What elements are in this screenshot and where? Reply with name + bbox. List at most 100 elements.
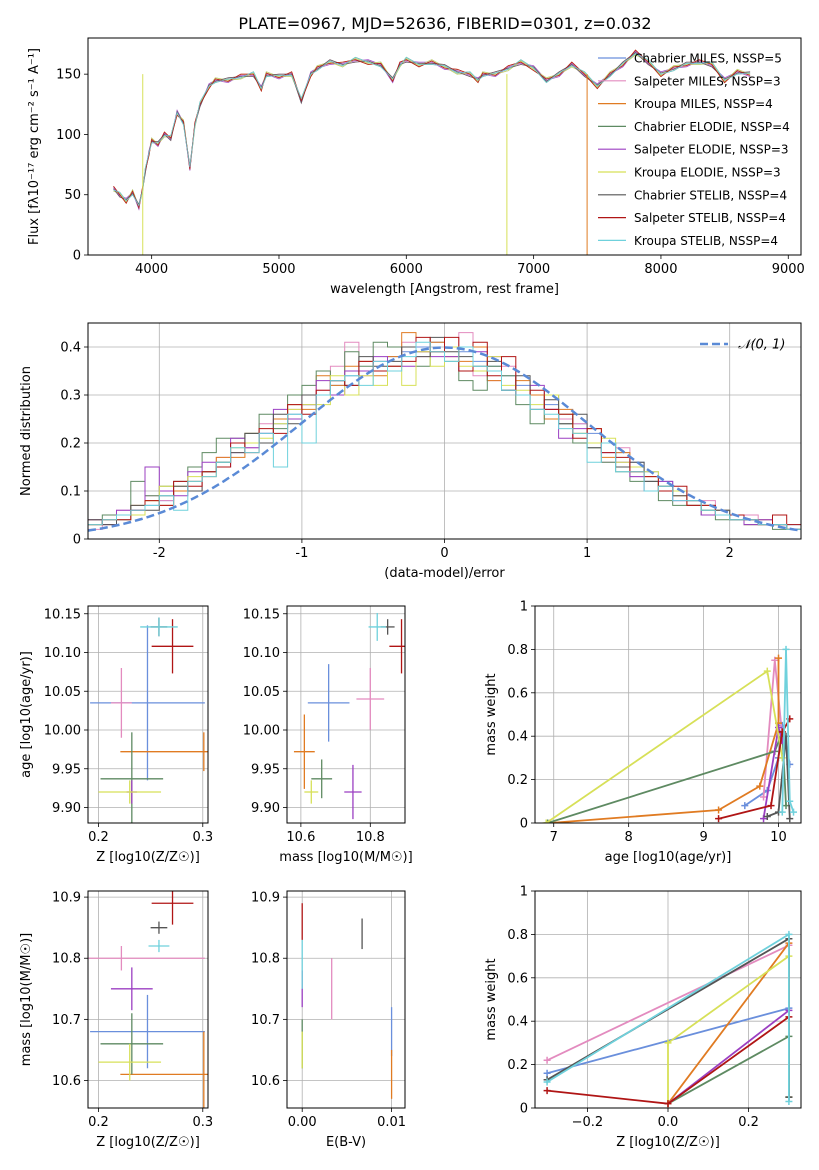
weight-marker [715,815,723,823]
panel-mass_weight_vs_Z: −0.2 0.0 0.2 0 0.2 0.4 0.6 0.8 1 Z [log10(Z/Z☉)] m… [484,885,802,1150]
weight-marker [542,819,550,823]
weight-marker [786,797,794,805]
figure-title: PLATE=0967, MJD=52636, FIBERID=0301, z=0… [238,14,651,33]
y-tick-label: 0.2 [507,773,528,788]
axes-frame [87,605,209,824]
y-tick-label: 0.1 [60,485,81,500]
plot-area-age_vs_Z [90,617,208,823]
axes-frame [87,890,209,1109]
x-tick-label: 0.2 [88,830,109,845]
y-tick-label: 0.8 [507,928,528,943]
axes-frame [87,322,802,540]
y-tick-label: 0.4 [60,341,81,356]
x-axis-label: mass [log10(M/M☉)] [279,850,412,865]
x-tick-label: 4000 [135,262,168,277]
legend-label: Salpeter MILES, NSSP=3 [634,74,781,88]
weight-line [546,944,790,1062]
legend-label: 𝒩(0, 1) [738,338,785,353]
y-tick-label: 9.90 [52,801,81,816]
errorbar-point [311,759,333,799]
y-tick-label: 10.7 [251,1013,280,1028]
y-tick-label: 0 [73,249,81,264]
y-axis-label: mass [log10(M/M☉)] [19,933,34,1066]
x-tick-label: 8 [625,830,633,845]
y-tick-label: 50 [64,188,81,203]
y-tick-label: 10.15 [243,607,280,622]
x-tick-label: 6000 [390,262,423,277]
y-tick-label: 10.6 [251,1074,280,1089]
weight-marker [715,806,723,814]
axes-frame [534,605,802,824]
errorbar-point [120,732,208,772]
errorbar-point [90,625,205,781]
errorbar-point [356,668,385,730]
y-tick-label: 1 [520,600,528,615]
axes-frame [87,37,802,256]
panel-mass_vs_ebv: 0.00 0.01 10.6 10.7 10.8 10.9 E(B-V) [251,890,406,1150]
y-tick-label: 10.15 [44,607,81,622]
plot-area-mass_vs_Z [88,891,208,1108]
x-tick-label: 0.01 [377,1115,406,1130]
y-tick-label: 0.4 [507,730,528,745]
plot-area-spectrum [113,49,751,255]
weight-marker [767,802,775,810]
x-tick-label: -1 [295,546,308,561]
weight-line [781,649,795,813]
panel-age_vs_Z: 0.2 0.3 9.90 9.95 10.00 10.05 10.10 10.15 Z [log… [19,605,213,865]
weight-marker [543,1069,551,1077]
spectrum-line [113,49,751,210]
legend-label: Kroupa MILES, NSSP=4 [634,97,773,111]
errorbar-point [98,1043,162,1081]
x-tick-label: -2 [153,546,166,561]
y-tick-label: 0.6 [507,971,528,986]
errorbar-point [344,764,362,820]
y-tick-label: 0 [520,1102,528,1117]
weight-marker [756,782,764,790]
legend: Chabrier MILES, NSSP=5 Salpeter MILES, NS… [598,52,790,248]
legend-label: Chabrier ELODIE, NSSP=4 [634,120,790,134]
y-tick-label: 9.95 [52,762,81,777]
errorbar-point [150,921,168,934]
weight-marker [741,802,749,810]
x-axis-label: (data-model)/error [384,566,505,581]
weight-marker [543,1078,551,1086]
weight-marker [771,656,779,664]
weight-marker [760,815,768,823]
spectrum-line [113,54,751,209]
y-tick-label: 10.8 [52,952,81,967]
x-axis-label: Z [log10(Z/Z☉)] [616,1135,720,1150]
x-tick-label: 7000 [517,262,550,277]
spectrum-line [113,53,751,207]
errorbar-point [151,619,194,674]
x-axis-label: wavelength [Angstrom, rest frame] [330,282,559,297]
y-tick-label: 0.8 [507,643,528,658]
weight-marker [785,930,793,938]
weight-marker [775,654,783,662]
panel-residuals: -2 -1 0 1 2 0 0.1 0.2 0.3 0.4 (data-model)/error No… [19,322,802,581]
axes-frame [534,890,802,1109]
weight-line [549,658,780,823]
axes-frame [286,890,406,1109]
y-tick-label: 9.90 [251,801,280,816]
errorbar-point [389,619,405,674]
errorbar-point [88,946,205,971]
gaussian-curve [88,346,801,532]
weight-marker [760,793,768,801]
errorbar-point [140,617,178,637]
weight-marker [785,1097,793,1105]
errorbar-point [304,780,319,804]
x-tick-label: 0.0 [658,1115,679,1130]
panel-mass_vs_Z: 0.2 0.3 10.6 10.7 10.8 10.9 Z [log10(Z/Z☉)] mas… [19,890,213,1150]
x-tick-label: 0.2 [738,1115,759,1130]
x-tick-label: 0.00 [288,1115,317,1130]
y-tick-label: 10.6 [52,1074,81,1089]
y-tick-label: 0.3 [60,389,81,404]
weight-marker [543,1087,551,1095]
weight-marker [778,808,786,816]
y-tick-label: 10.10 [243,646,280,661]
x-tick-label: 9000 [772,262,805,277]
errorbar-point [90,994,205,1069]
x-axis-label: Z [log10(Z/Z☉)] [96,850,200,865]
errorbar-point [148,939,170,953]
